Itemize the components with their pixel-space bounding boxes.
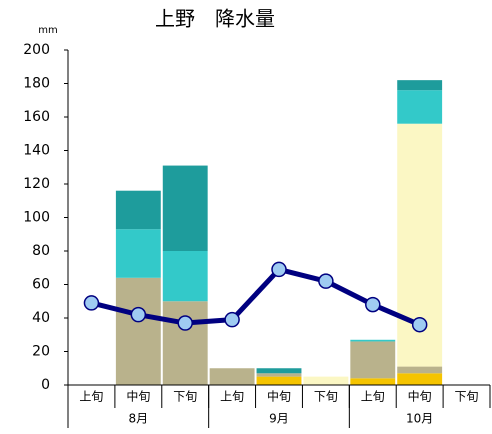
bar-segment: [209, 368, 255, 385]
bar-segment: [303, 376, 349, 385]
bar-segment: [397, 80, 443, 91]
line-marker: [224, 311, 240, 328]
group-label: 8月: [129, 412, 149, 426]
bar-segment: [256, 376, 302, 385]
group-label: 9月: [269, 412, 289, 426]
x-tick-label: 上旬: [79, 390, 103, 404]
y-tick-label: 200: [23, 42, 50, 58]
bar-segment: [256, 368, 302, 374]
bar-segment: [397, 366, 443, 374]
line: [90, 266, 421, 327]
line-marker: [271, 261, 287, 278]
unit-label: mm: [38, 25, 57, 36]
bar-segment: [162, 251, 208, 302]
bar-segment: [397, 373, 443, 385]
x-tick-label: 中旬: [267, 389, 291, 404]
line-marker: [365, 296, 381, 313]
x-tick-label: 下旬: [455, 390, 479, 404]
x-tick-label: 上旬: [361, 390, 385, 404]
y-tick-label: 60: [32, 277, 50, 293]
bar-segment: [115, 229, 161, 278]
y-tick-label: 100: [23, 210, 50, 226]
bar-segment: [350, 341, 396, 379]
x-tick-label: 中旬: [126, 389, 150, 404]
y-tick-label: 120: [23, 176, 50, 192]
y-tick-label: 0: [41, 377, 50, 393]
y-tick-label: 40: [32, 310, 50, 326]
y-tick-label: 80: [32, 243, 50, 259]
y-tick-label: 180: [23, 76, 50, 92]
y-tick-label: 20: [32, 344, 50, 360]
x-tick-label: 上旬: [220, 390, 244, 404]
bar-segment: [350, 339, 396, 342]
bar-segment: [397, 90, 443, 124]
line-marker: [411, 316, 428, 333]
bar-segment: [115, 190, 161, 230]
x-tick-label: 下旬: [314, 390, 338, 404]
line-marker: [83, 295, 100, 311]
bar-segment: [115, 277, 161, 385]
chart-title: 上野 降水量: [155, 7, 275, 31]
line-marker: [177, 315, 193, 331]
x-tick-label: 中旬: [408, 389, 432, 404]
y-tick-label: 160: [23, 109, 50, 125]
line-marker: [130, 306, 147, 323]
x-tick-label: 下旬: [173, 390, 197, 404]
bar-segment: [256, 373, 302, 377]
group-label: 10月: [406, 412, 433, 426]
line-marker: [318, 273, 334, 289]
bar-segment: [162, 165, 208, 251]
bar-segment: [162, 301, 208, 385]
bar-segment: [350, 378, 396, 385]
y-tick-label: 140: [23, 143, 50, 159]
